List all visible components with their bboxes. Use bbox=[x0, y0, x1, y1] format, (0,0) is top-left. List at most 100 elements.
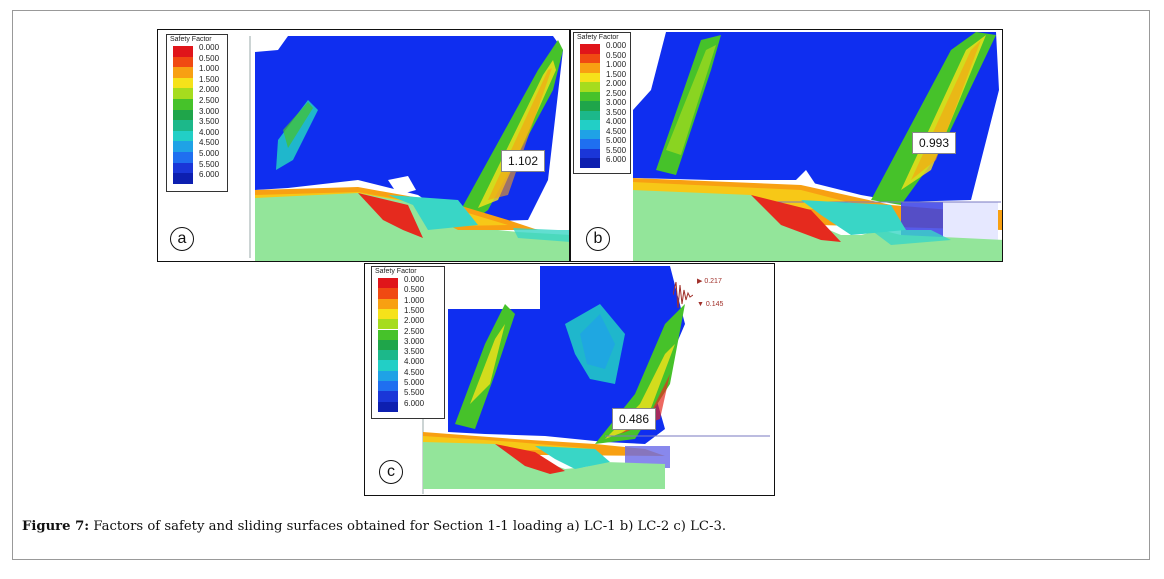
legend-swatch bbox=[378, 298, 398, 309]
legend-tick: 5.000 bbox=[606, 136, 627, 145]
caption-label: Figure 7: bbox=[22, 519, 90, 534]
caption-text: Factors of safety and sliding surfaces o… bbox=[89, 519, 727, 534]
legend-tick: 1.500 bbox=[606, 69, 627, 79]
legend-tick: 0.000 bbox=[404, 275, 425, 284]
legend-tick: 2.000 bbox=[606, 79, 627, 88]
legend-swatch bbox=[173, 120, 193, 131]
legend-swatch bbox=[580, 91, 600, 101]
legend-tick: 6.000 bbox=[404, 398, 425, 408]
seismic-peak-value: 0.217 bbox=[704, 278, 722, 285]
legend-b: Safety Factor 0.000 0.500 1.000 1.500 2.000 2.… bbox=[573, 32, 631, 174]
legend-tick: 4.500 bbox=[199, 138, 220, 148]
legend-swatch bbox=[378, 288, 398, 299]
legend-tick: 5.500 bbox=[404, 388, 425, 398]
legend-tick: 5.000 bbox=[199, 149, 220, 158]
legend-tick: 3.500 bbox=[606, 107, 627, 117]
legend-tick: 5.000 bbox=[404, 378, 425, 387]
legend-swatch bbox=[580, 120, 600, 130]
legend-tick: 6.000 bbox=[606, 155, 627, 164]
legend-swatch bbox=[378, 350, 398, 361]
panel-a: Safety Factor 0.000 0.500 1.000 1.500 2.000 2.… bbox=[157, 29, 570, 262]
legend-tick: 0.000 bbox=[606, 41, 627, 50]
legend-swatch bbox=[580, 158, 600, 168]
legend-swatch bbox=[378, 391, 398, 402]
legend-tick: 3.000 bbox=[606, 98, 627, 107]
legend-tick: 0.500 bbox=[199, 53, 220, 63]
legend-swatch bbox=[580, 82, 600, 92]
legend-tick: 2.500 bbox=[404, 326, 425, 336]
legend-c: Safety Factor 0.000 0.500 1.000 1.500 2.000 2.… bbox=[371, 266, 445, 419]
legend-swatch bbox=[378, 278, 398, 289]
legend-tick: 1.000 bbox=[199, 64, 220, 74]
legend-swatch bbox=[173, 56, 193, 68]
legend-tick: 3.000 bbox=[404, 336, 425, 346]
legend-a: Safety Factor 0.000 0.500 1.000 1.500 2.000 2.… bbox=[166, 34, 228, 192]
legend-tick: 5.500 bbox=[606, 145, 627, 155]
panel-label-a: a bbox=[170, 227, 194, 251]
seismic-trough: ▼ 0.145 bbox=[697, 301, 724, 308]
legend-tick: 2.000 bbox=[199, 85, 220, 95]
legend-swatch bbox=[173, 130, 193, 142]
legend-tick: 6.000 bbox=[199, 170, 220, 180]
legend-tick: 1.500 bbox=[404, 305, 425, 315]
legend-tick: 2.500 bbox=[606, 88, 627, 98]
legend-swatch bbox=[378, 370, 398, 381]
legend-tick: 5.500 bbox=[199, 159, 220, 169]
seismic-trough-value: 0.145 bbox=[705, 301, 724, 308]
legend-tick: 4.000 bbox=[606, 117, 627, 126]
legend-swatch bbox=[173, 46, 193, 57]
legend-swatch bbox=[378, 339, 398, 351]
panel-label-b: b bbox=[586, 227, 610, 251]
legend-tick: 3.500 bbox=[404, 347, 425, 357]
legend-tick: 2.500 bbox=[199, 96, 220, 105]
panel-label-c: c bbox=[379, 460, 403, 484]
fs-value-b: 0.993 bbox=[912, 132, 957, 154]
figure-frame bbox=[12, 10, 1150, 560]
legend-swatch bbox=[173, 99, 193, 110]
legend-swatch bbox=[378, 308, 398, 320]
legend-swatch bbox=[378, 319, 398, 330]
legend-tick: 1.000 bbox=[606, 60, 627, 69]
fs-value-a: 1.102 bbox=[501, 150, 546, 172]
legend-swatch bbox=[173, 173, 193, 184]
panel-b-plot bbox=[571, 30, 1002, 261]
legend-tick: 0.000 bbox=[199, 43, 220, 52]
legend-swatch bbox=[580, 148, 600, 158]
panel-a-plot bbox=[158, 30, 569, 261]
legend-tick: 3.500 bbox=[199, 117, 220, 127]
panel-b: Safety Factor 0.000 0.500 1.000 1.500 2.000 2.… bbox=[570, 29, 1003, 262]
legend-title: Safety Factor bbox=[170, 36, 212, 43]
legend-swatch bbox=[173, 152, 193, 163]
legend-tick: 4.500 bbox=[606, 126, 627, 136]
legend-swatch bbox=[580, 72, 600, 82]
legend-tick: 0.500 bbox=[606, 50, 627, 60]
legend-swatch bbox=[378, 329, 398, 340]
legend-tick: 1.500 bbox=[199, 74, 220, 84]
legend-swatch bbox=[173, 88, 193, 99]
seismic-trace bbox=[673, 281, 693, 309]
legend-swatch bbox=[173, 77, 193, 89]
legend-swatch bbox=[173, 141, 193, 152]
legend-swatch bbox=[378, 381, 398, 392]
legend-swatch bbox=[580, 44, 600, 54]
legend-swatch bbox=[173, 67, 193, 78]
legend-swatch bbox=[173, 109, 193, 121]
seismic-peak: ▶ 0.217 bbox=[697, 278, 722, 285]
legend-swatch bbox=[580, 63, 600, 73]
figure-caption: Figure 7: Factors of safety and sliding … bbox=[22, 519, 726, 534]
legend-swatch bbox=[378, 401, 398, 412]
legend-tick: 2.000 bbox=[404, 316, 425, 326]
legend-title: Safety Factor bbox=[375, 268, 417, 275]
legend-swatch bbox=[580, 139, 600, 149]
legend-swatch bbox=[580, 110, 600, 120]
panel-c: Safety Factor 0.000 0.500 1.000 1.500 2.000 2.… bbox=[364, 263, 775, 496]
legend-tick: 4.000 bbox=[404, 357, 425, 367]
legend-tick: 3.000 bbox=[199, 106, 220, 116]
legend-swatch bbox=[580, 53, 600, 63]
legend-tick: 0.500 bbox=[404, 285, 425, 295]
fs-value-c: 0.486 bbox=[612, 408, 657, 430]
legend-swatch bbox=[173, 162, 193, 174]
legend-tick: 4.000 bbox=[199, 127, 220, 137]
legend-swatch bbox=[378, 360, 398, 371]
legend-swatch bbox=[580, 101, 600, 111]
